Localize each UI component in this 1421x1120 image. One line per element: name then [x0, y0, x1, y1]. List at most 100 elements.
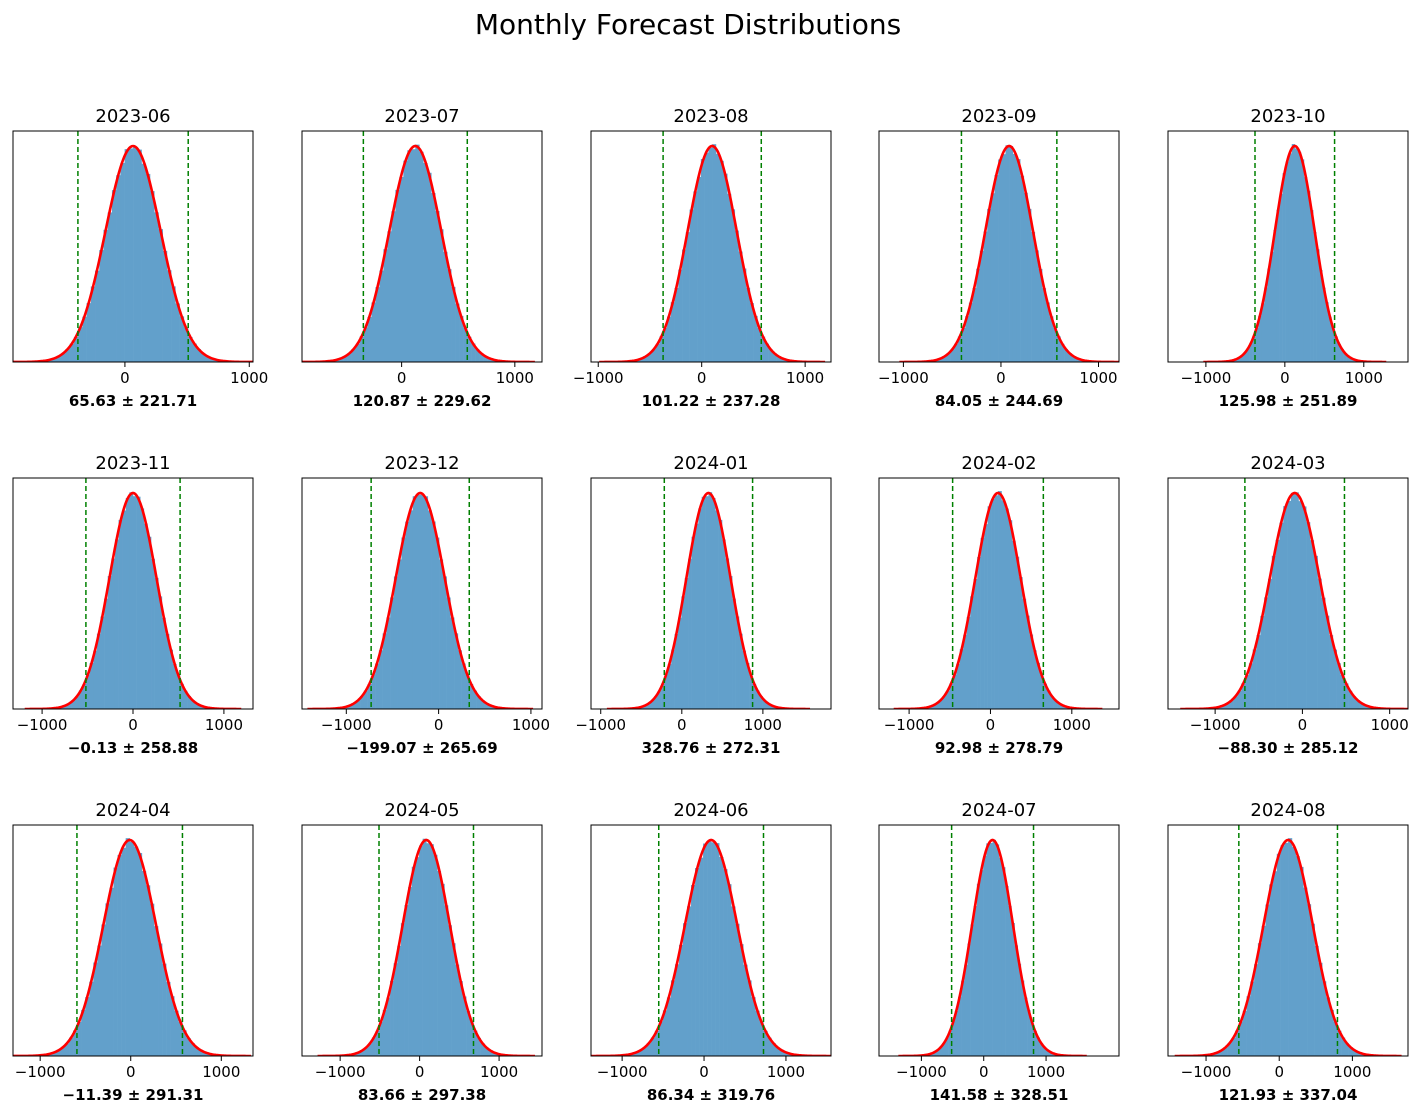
histogram-bar	[688, 558, 692, 709]
x-tick-label: 1000	[496, 369, 534, 387]
x-tick-label: 0	[1274, 1063, 1284, 1081]
histogram-bar	[1279, 522, 1284, 709]
histogram-bar	[775, 1047, 780, 1056]
histogram-bar	[1045, 1050, 1050, 1056]
x-tick-label: −1000	[1181, 369, 1232, 387]
x-tick-label: 0	[979, 1063, 989, 1081]
histogram-bar	[973, 906, 978, 1056]
histogram-bar	[1291, 144, 1296, 362]
x-tick-label: −1000	[896, 1063, 947, 1081]
histogram-bar	[129, 841, 135, 1056]
histogram-bar	[766, 703, 770, 709]
histogram-bar	[965, 316, 970, 362]
histogram-bar	[1337, 343, 1341, 362]
histogram-bar	[768, 349, 773, 362]
histogram-bar	[476, 1037, 481, 1056]
histogram-bar	[439, 559, 444, 709]
histogram-bar	[69, 343, 75, 362]
histogram-bar	[979, 250, 984, 362]
histogram-bar	[998, 159, 1003, 362]
histogram-bar	[1334, 336, 1338, 362]
histogram-bar	[113, 867, 118, 1056]
histogram-bar	[1288, 838, 1293, 1056]
pdf-curve	[599, 144, 826, 362]
histogram-bar	[476, 696, 481, 709]
pdf-curve	[899, 144, 1119, 362]
subplot-2023-11: −1000 0 1000 2023-11 −0.13 ± 258.88	[12, 453, 254, 757]
histogram-bar	[77, 1021, 82, 1056]
histogram-bar	[764, 343, 769, 362]
histogram-bar	[1337, 1030, 1342, 1056]
histogram-bar	[422, 838, 427, 1056]
histogram-bar	[359, 336, 364, 362]
plot-area	[599, 131, 826, 362]
histogram-bar	[446, 597, 451, 709]
histogram-bar	[674, 287, 679, 362]
histogram-bar	[426, 843, 431, 1056]
histogram-bar	[661, 683, 665, 709]
histogram-bar	[390, 597, 395, 709]
histogram-bar	[457, 650, 462, 709]
histogram-bar	[451, 286, 456, 362]
stat-label: 101.22 ± 237.28	[642, 392, 781, 410]
x-tick-label: 1000	[1333, 1063, 1371, 1081]
histogram-bar	[209, 358, 214, 362]
subplot-title: 2023-09	[961, 106, 1036, 127]
histogram-bar	[697, 176, 702, 362]
histogram-bar	[56, 356, 62, 362]
subplot-title: 2024-05	[384, 800, 459, 821]
stat-label: 84.05 ± 244.69	[935, 392, 1063, 410]
histogram-bar	[963, 634, 968, 709]
histogram-bar	[1222, 705, 1227, 709]
histogram-bar	[472, 690, 477, 709]
histogram-bar	[1226, 703, 1231, 709]
pdf-curve	[591, 838, 831, 1056]
histogram-bar	[200, 353, 206, 362]
histogram-bar	[143, 523, 148, 709]
histogram-bar	[1005, 145, 1010, 362]
x-tick-label: −1000	[17, 716, 68, 734]
histogram-bar	[487, 705, 492, 709]
histogram-bar	[755, 690, 760, 709]
x-tick-label: 0	[986, 716, 996, 734]
histogram-bar	[52, 358, 58, 362]
histogram-bar	[1300, 159, 1305, 362]
histogram-bar	[1252, 649, 1257, 709]
subplot-title: 2024-04	[95, 800, 170, 821]
histogram-bar	[128, 148, 134, 362]
histogram-bar	[153, 926, 159, 1056]
x-tick-label: 0	[996, 369, 1006, 387]
plot-area	[1174, 825, 1402, 1056]
plot-area	[898, 825, 1088, 1056]
subplot-title: 2023-11	[95, 453, 170, 474]
histogram-bar	[989, 843, 993, 1056]
histogram-bar	[1233, 696, 1238, 709]
histogram-bar	[986, 843, 990, 1056]
histogram-bar	[179, 683, 184, 709]
histogram-bar	[761, 336, 766, 362]
histogram-bar	[81, 1009, 86, 1056]
histogram-bar	[1303, 887, 1308, 1056]
histogram-bar	[101, 924, 106, 1056]
histogram-bar	[480, 1043, 485, 1056]
histogram-bar	[1067, 353, 1072, 362]
histogram-bar	[347, 353, 352, 362]
histogram-bar	[715, 843, 720, 1056]
x-tick-label: 1000	[480, 1063, 518, 1081]
histogram-bar	[638, 1050, 644, 1056]
subplot-title: 2024-02	[961, 453, 1036, 474]
histogram-bar	[1245, 674, 1250, 709]
histogram-bar	[942, 1043, 946, 1056]
histogram-bar	[958, 996, 962, 1056]
histogram-bar	[977, 556, 981, 709]
histogram-bar	[950, 349, 955, 362]
plot-area	[13, 131, 253, 362]
histogram-bar	[1306, 190, 1311, 362]
histogram-bar	[1273, 871, 1278, 1056]
histogram-bar	[719, 160, 724, 362]
histogram-bar	[1216, 1052, 1221, 1056]
plot-area	[1180, 478, 1408, 709]
histogram-bar	[491, 1052, 496, 1056]
histogram-bar	[165, 633, 170, 709]
histogram-bar	[400, 923, 405, 1056]
